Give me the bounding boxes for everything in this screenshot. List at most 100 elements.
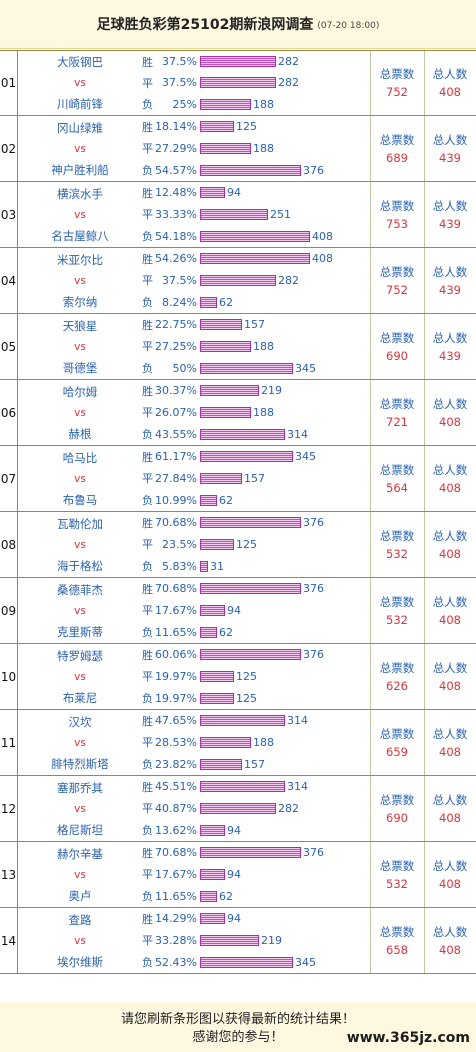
total-people-label: 总人数 — [432, 198, 468, 213]
match-row: 03 横滨水手 vs 名古屋鲸八 胜 12.48% 94 平 33.33% 251 负 54.18% 4… — [0, 182, 476, 248]
away-team-link[interactable]: 克里斯蒂 — [57, 624, 103, 639]
home-team-link[interactable]: 瓦勒伦加 — [57, 516, 103, 531]
win-percent: 70.68% — [155, 516, 197, 530]
vote-bars: 胜 30.37% 219 平 26.07% 188 负 43.55% 314 — [142, 380, 370, 445]
match-teams: 哈尔姆 vs 赫根 — [18, 380, 142, 445]
win-bar — [200, 517, 301, 529]
total-votes-label: 总票数 — [379, 594, 415, 609]
match-number: 12 — [0, 776, 18, 841]
away-team-link[interactable]: 格尼斯坦 — [57, 822, 103, 837]
away-team-link[interactable]: 赫根 — [68, 426, 92, 441]
divider-1 — [370, 776, 371, 841]
win-vote-row: 胜 60.06% 376 — [142, 645, 370, 665]
total-votes-label: 总票数 — [379, 67, 415, 81]
match-teams: 赫尔辛基 vs 奥卢 — [18, 842, 142, 907]
home-team-link[interactable]: 大阪钢巴 — [57, 55, 103, 70]
match-number: 13 — [0, 842, 18, 907]
win-label: 胜 — [142, 780, 153, 794]
win-percent: 70.68% — [155, 846, 197, 860]
win-label: 胜 — [142, 714, 153, 728]
away-team-link[interactable]: 奥卢 — [68, 888, 92, 903]
away-team-link[interactable]: 布莱尼 — [62, 690, 98, 705]
home-team-link[interactable]: 横滨水手 — [57, 186, 103, 201]
draw-bar — [200, 406, 251, 418]
match-number: 05 — [0, 314, 18, 379]
win-count: 219 — [261, 384, 282, 398]
divider-2 — [424, 578, 425, 643]
survey-table: 01 大阪钢巴 vs 川崎前锋胜 37.5% 282 平 37.5% 282 负 25% 188 总票数… — [0, 50, 476, 974]
lose-bar — [200, 230, 310, 242]
away-team-link[interactable]: 名古屋鲸八 — [51, 228, 109, 243]
draw-label: 平 — [142, 76, 153, 90]
draw-vote-row: 平 17.67% 94 — [142, 600, 370, 620]
lose-vote-row: 负 5.83% 31 — [142, 556, 370, 576]
total-votes-cell: 总票数 721 — [370, 380, 424, 445]
home-team-link[interactable]: 查路 — [68, 912, 92, 927]
lose-percent: 23.82% — [155, 757, 197, 771]
draw-percent: 33.28% — [155, 933, 197, 947]
total-votes-cell: 总票数 689 — [370, 116, 424, 181]
home-team-link[interactable]: 米亚尔比 — [57, 252, 103, 267]
draw-percent: 27.84% — [155, 471, 197, 485]
home-team-link[interactable]: 冈山绿雉 — [57, 120, 103, 135]
win-bar — [200, 121, 234, 133]
draw-vote-row: 平 28.53% 188 — [142, 732, 370, 752]
total-people-label: 总人数 — [432, 858, 468, 873]
home-team-link[interactable]: 哈马比 — [62, 450, 98, 465]
total-votes-cell: 总票数 690 — [370, 776, 424, 841]
total-votes-cell: 总票数 658 — [370, 908, 424, 973]
divider-1 — [370, 644, 371, 709]
lose-count: 62 — [219, 889, 233, 903]
total-votes-label: 总票数 — [379, 726, 415, 741]
draw-label: 平 — [142, 208, 153, 222]
draw-percent: 37.5% — [162, 273, 197, 287]
draw-percent: 17.67% — [155, 867, 197, 881]
draw-bar — [200, 77, 276, 89]
match-teams: 特罗姆瑟 vs 布莱尼 — [18, 644, 142, 709]
total-people-cell: 总人数 408 — [424, 644, 476, 709]
win-count: 94 — [227, 186, 241, 200]
win-percent: 30.37% — [155, 384, 197, 398]
draw-percent: 23.5% — [162, 537, 197, 551]
home-team-link[interactable]: 哈尔姆 — [62, 384, 98, 399]
draw-bar — [200, 670, 234, 682]
lose-bar — [200, 98, 251, 110]
away-team-link[interactable]: 神户胜利船 — [51, 162, 109, 177]
away-team-link[interactable]: 索尔纳 — [62, 294, 98, 309]
total-people-cell: 总人数 439 — [424, 182, 476, 247]
home-team-link[interactable]: 塞那乔其 — [57, 780, 103, 795]
divider-2 — [424, 908, 425, 973]
win-label: 胜 — [142, 846, 153, 860]
home-team-link[interactable]: 赫尔辛基 — [57, 846, 103, 861]
divider-2 — [424, 776, 425, 841]
vote-bars: 胜 70.68% 376 平 17.67% 94 负 11.65% 62 — [142, 578, 370, 643]
home-team-link[interactable]: 桑德菲杰 — [57, 582, 103, 597]
away-team-link[interactable]: 海于格松 — [57, 558, 103, 573]
win-vote-row: 胜 45.51% 314 — [142, 777, 370, 797]
total-people-value: 439 — [439, 150, 461, 165]
win-bar — [200, 913, 225, 925]
home-team-link[interactable]: 天狼星 — [62, 318, 98, 333]
lose-vote-row: 负 54.57% 376 — [142, 160, 370, 180]
lose-percent: 54.57% — [155, 163, 197, 177]
draw-percent: 27.25% — [155, 339, 197, 353]
lose-percent: 8.24% — [162, 295, 197, 309]
divider-1 — [370, 908, 371, 973]
away-team-link[interactable]: 川崎前锋 — [57, 96, 103, 111]
match-number: 08 — [0, 512, 18, 577]
home-team-link[interactable]: 特罗姆瑟 — [57, 648, 103, 663]
away-team-link[interactable]: 腓特烈斯塔 — [51, 756, 109, 771]
away-team-link[interactable]: 埃尔维斯 — [57, 954, 103, 969]
total-people-cell: 总人数 408 — [424, 710, 476, 775]
divider-1 — [370, 842, 371, 907]
lose-percent: 50% — [172, 361, 197, 375]
home-team-link[interactable]: 汉坎 — [68, 714, 92, 729]
win-percent: 12.48% — [155, 186, 197, 200]
away-team-link[interactable]: 哥德堡 — [62, 360, 98, 375]
total-votes-cell: 总票数 753 — [370, 182, 424, 247]
draw-count: 219 — [261, 933, 282, 947]
vs-label: vs — [74, 274, 86, 287]
away-team-link[interactable]: 布鲁马 — [62, 492, 98, 507]
match-row: 11 汉坎 vs 腓特烈斯塔 胜 47.65% 314 平 28.53% 188 负 23.82% 15… — [0, 710, 476, 776]
draw-count: 282 — [278, 273, 299, 287]
